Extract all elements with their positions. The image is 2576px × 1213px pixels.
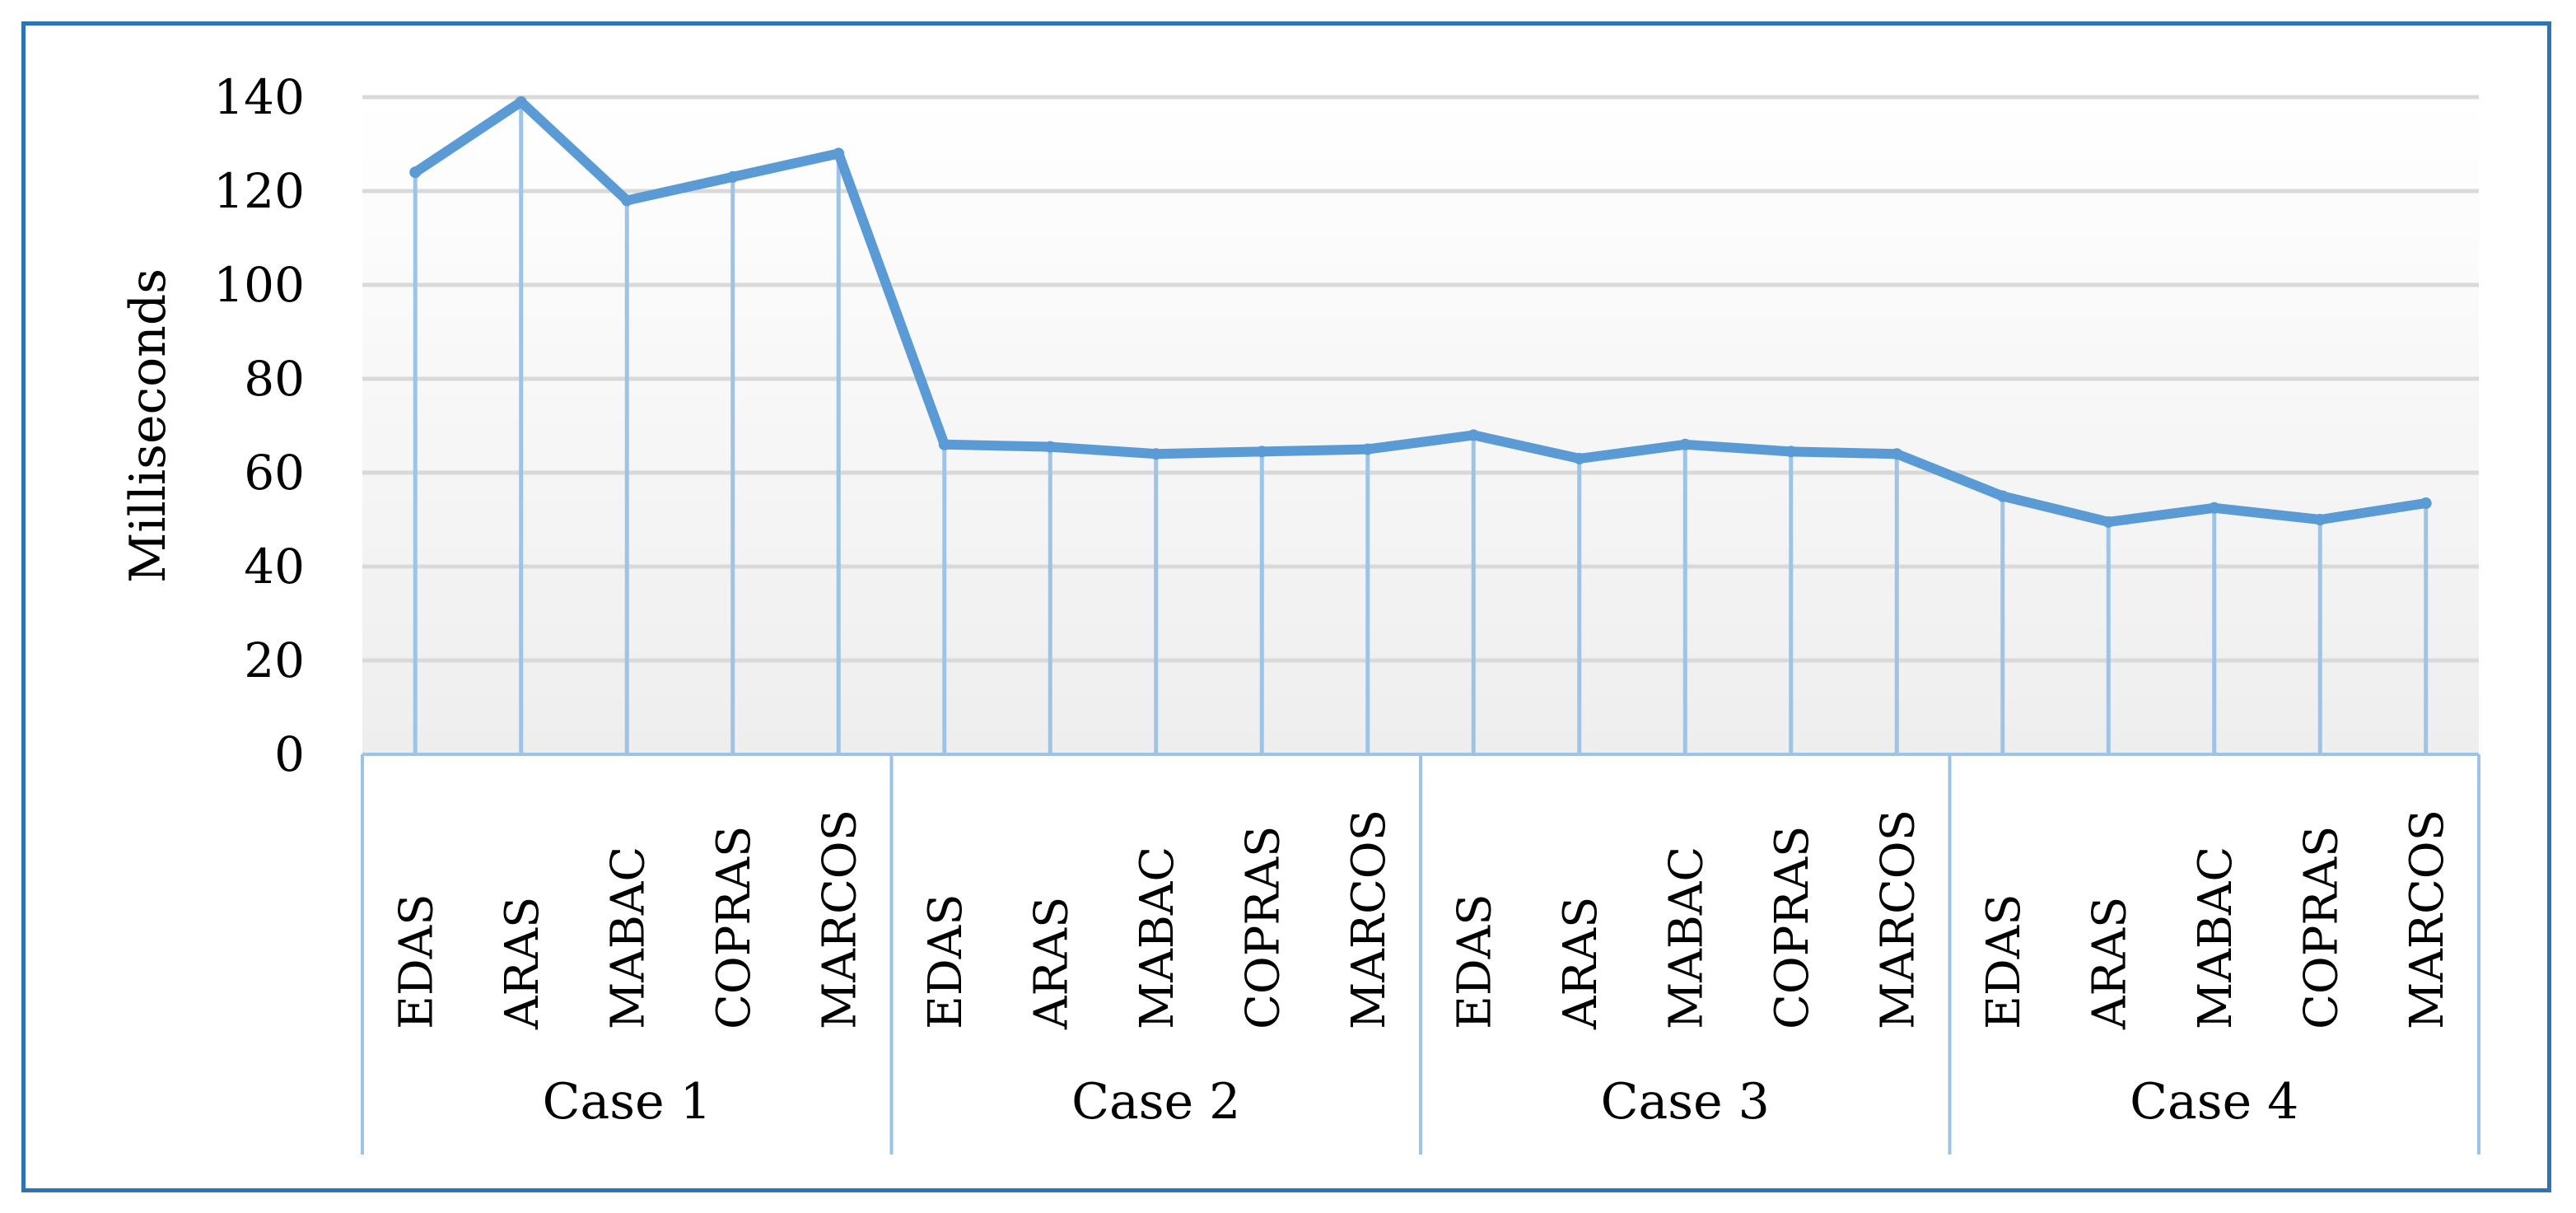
category-label: EDAS [390, 893, 443, 1029]
data-point [1361, 443, 1374, 455]
category-label: MARCOS [2401, 809, 2454, 1029]
category-label: COPRAS [707, 826, 761, 1029]
data-point [515, 96, 527, 108]
category-label: MABAC [1659, 847, 1713, 1029]
y-tick-label: 20 [244, 632, 305, 688]
category-label: MARCOS [813, 809, 866, 1029]
data-point [1044, 441, 1057, 453]
data-point [1996, 490, 2009, 502]
group-label: Case 2 [1071, 1073, 1240, 1131]
y-tick-label: 80 [244, 351, 305, 407]
category-label: MARCOS [1871, 809, 1925, 1029]
data-point [1785, 446, 1797, 458]
data-point [1256, 446, 1268, 458]
category-axis [361, 753, 2480, 1155]
category-label: COPRAS [1766, 826, 1819, 1029]
category-label: ARAS [1024, 897, 1078, 1030]
data-point [1573, 452, 1585, 464]
gridlines [362, 95, 2479, 663]
data-point [621, 194, 633, 207]
data-point [938, 438, 950, 450]
data-point [2314, 514, 2326, 525]
category-label: EDAS [919, 893, 973, 1029]
data-point [2102, 516, 2115, 528]
series-line [409, 96, 2432, 528]
y-tick-label: 100 [213, 257, 305, 313]
y-tick-label: 140 [213, 69, 305, 125]
group-label: Case 4 [2130, 1073, 2298, 1131]
category-label: ARAS [496, 897, 549, 1030]
category-label: EDAS [1977, 893, 2031, 1029]
data-point [2420, 497, 2432, 510]
category-label: ARAS [1554, 897, 1608, 1030]
y-axis-title: Milliseconds [119, 268, 177, 583]
data-point [2208, 502, 2220, 514]
group-labels: Case 1 Case 2 Case 3 Case 4 [543, 1073, 2299, 1131]
data-point [409, 166, 422, 179]
y-tick-label: 60 [244, 445, 305, 501]
category-label: EDAS [1448, 893, 1501, 1029]
data-point [833, 147, 845, 160]
drop-lines [413, 101, 2429, 754]
category-label: MABAC [2189, 847, 2242, 1029]
y-tick-label: 40 [244, 539, 305, 595]
category-label: MABAC [1131, 847, 1184, 1029]
data-point [1150, 448, 1162, 460]
category-label: MARCOS [1342, 809, 1396, 1029]
category-label: ARAS [2083, 897, 2136, 1030]
data-point [1891, 448, 1903, 460]
data-point [1679, 438, 1692, 450]
data-point [1468, 429, 1480, 441]
y-tick-label: 0 [274, 726, 305, 782]
category-labels: EDAS ARAS MABAC COPRAS MARCOS EDAS ARAS MABAC CO… [390, 809, 2454, 1030]
data-point [726, 170, 739, 183]
category-label: COPRAS [2294, 826, 2348, 1029]
group-label: Case 1 [543, 1073, 712, 1131]
series-line-path [410, 96, 2431, 527]
category-label: COPRAS [1236, 826, 1290, 1029]
y-tick-label: 120 [213, 163, 305, 219]
group-label: Case 3 [1601, 1073, 1770, 1131]
category-label: MABAC [601, 847, 655, 1029]
plot-area-background [362, 97, 2479, 754]
y-tick-labels: 0 20 40 60 80 100 120 140 [213, 69, 305, 782]
